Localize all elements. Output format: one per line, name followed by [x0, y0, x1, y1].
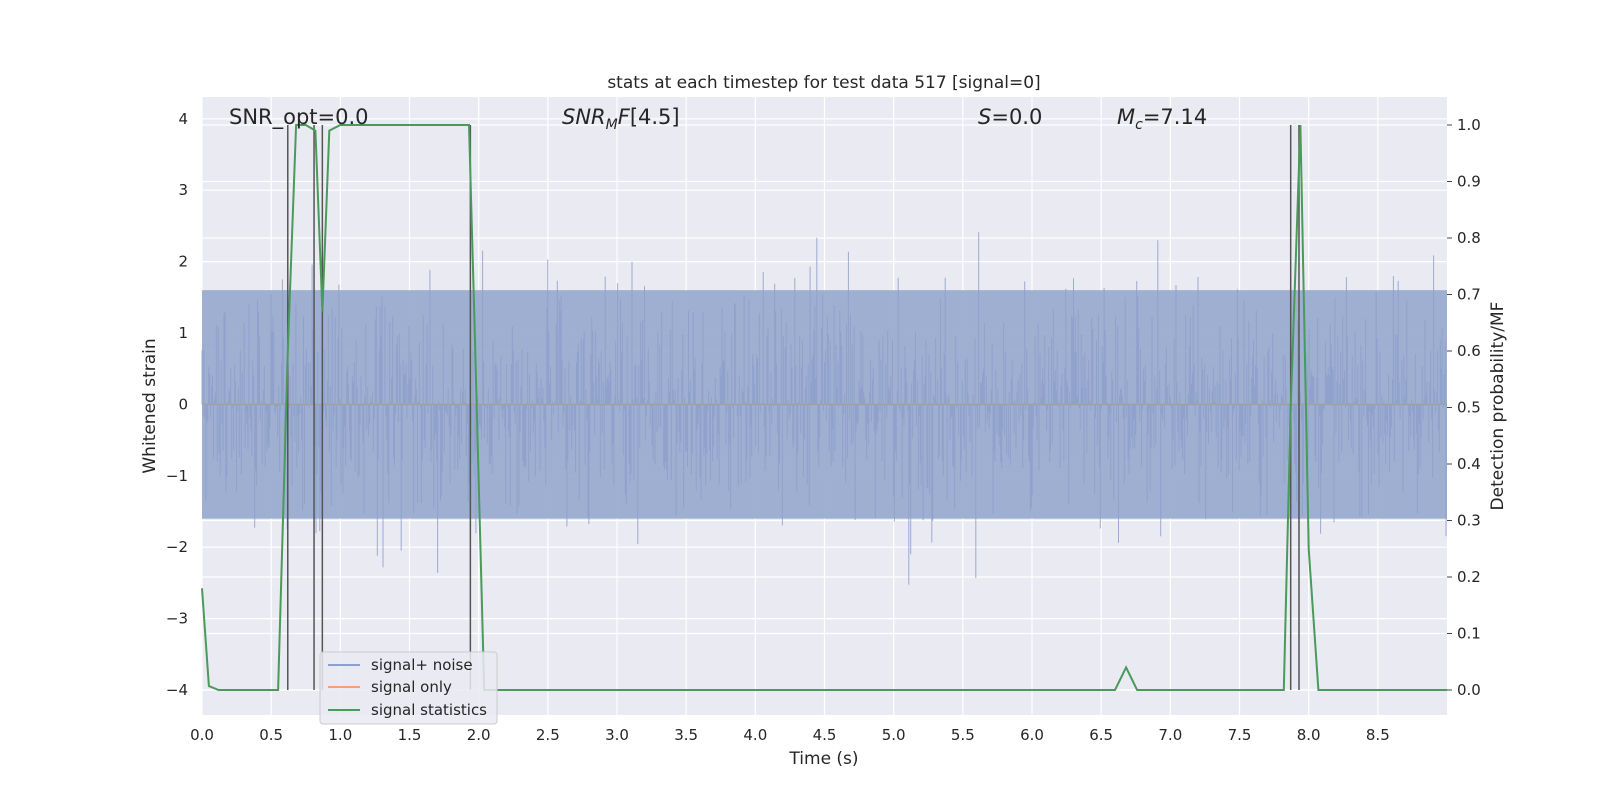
y-tick-label-right: 1.0 — [1457, 116, 1481, 134]
legend: signal+ noise signal only signal statist… — [319, 651, 498, 725]
x-ticks: 0.0 0.5 1.0 1.5 2.0 2.5 3.0 3.5 4.0 4.5 5.0 5.5 6.0 6… — [190, 726, 1390, 744]
x-tick-label: 5.0 — [882, 726, 906, 744]
noise-spikes — [201, 232, 1447, 585]
y-tick-label-left: −2 — [166, 538, 188, 556]
legend-box — [319, 651, 498, 725]
legend-label-signal-noise: signal+ noise — [371, 656, 473, 674]
signal-statistics-line — [201, 124, 1447, 691]
y-tick-label-left: 1 — [178, 324, 188, 342]
x-tick-label: 3.0 — [605, 726, 629, 744]
x-tick-label: 3.5 — [674, 726, 698, 744]
legend-label-signal-statistics: signal statistics — [371, 701, 487, 719]
annotation-mc-value: =7.14 — [1143, 105, 1207, 129]
annotation-snr-mf: SNRMF[4.5] — [562, 105, 680, 133]
x-tick-label: 6.5 — [1089, 726, 1113, 744]
x-tick-label: 6.0 — [1020, 726, 1044, 744]
x-tick-label: 2.5 — [536, 726, 560, 744]
y-tick-label-left: −1 — [166, 467, 188, 485]
x-tick-label: 0.5 — [259, 726, 283, 744]
x-tick-label: 2.0 — [467, 726, 491, 744]
x-tick-label: 4.5 — [813, 726, 837, 744]
y-ticks-left: −4 −3 −2 −1 0 1 2 3 4 — [166, 110, 188, 699]
x-tick-label: 8.5 — [1366, 726, 1390, 744]
y-tick-label-left: 3 — [178, 181, 188, 199]
y-tick-label-right: 0.8 — [1457, 229, 1481, 247]
y-tick-label-right: 0.1 — [1457, 625, 1481, 643]
x-tick-label: 7.0 — [1158, 726, 1182, 744]
y-tick-label-right: 0.4 — [1457, 455, 1481, 473]
annotation-mc: Mc=7.14 — [1117, 105, 1207, 133]
y-tick-label-right: 0.9 — [1457, 173, 1481, 191]
y-tick-label-right: 0.3 — [1457, 512, 1481, 530]
y-axis-right-label: Detection probability/MF — [1488, 302, 1508, 511]
x-tick-label: 1.5 — [398, 726, 422, 744]
x-tick-label: 8.0 — [1297, 726, 1321, 744]
annotation-s: S=0.0 — [978, 105, 1042, 129]
y-tick-label-right: 0.6 — [1457, 342, 1481, 360]
y-ticks-right: 0.0 0.1 0.2 0.3 0.4 0.5 0.6 0.7 0.8 0.9 1.0 — [1447, 116, 1481, 699]
x-tick-label: 4.0 — [743, 726, 767, 744]
y-tick-label-left: −3 — [166, 610, 188, 628]
y-tick-label-left: 4 — [178, 110, 188, 128]
x-tick-label: 1.0 — [328, 726, 352, 744]
x-tick-label: 0.0 — [190, 726, 214, 744]
y-tick-label-left: −4 — [166, 681, 188, 699]
x-tick-label: 7.5 — [1228, 726, 1252, 744]
annotation-s-value: =0.0 — [991, 105, 1042, 129]
annotation-snr-mf-value: [4.5] — [630, 105, 680, 129]
y-tick-label-left: 2 — [178, 253, 188, 271]
y-axis-left-label: Whitened strain — [140, 338, 160, 473]
x-axis-label: Time (s) — [788, 749, 858, 769]
x-tick-label: 5.5 — [951, 726, 975, 744]
y-tick-label-right: 0.0 — [1457, 681, 1481, 699]
y-tick-label-right: 0.5 — [1457, 399, 1481, 417]
y-tick-label-right: 0.7 — [1457, 286, 1481, 304]
y-tick-label-right: 0.2 — [1457, 568, 1481, 586]
chart-title: stats at each timestep for test data 517… — [607, 73, 1040, 93]
y-tick-label-left: 0 — [178, 395, 188, 413]
annotation-snr-opt: SNR_opt=0.0 — [229, 105, 369, 130]
legend-label-signal-only: signal only — [371, 678, 452, 696]
